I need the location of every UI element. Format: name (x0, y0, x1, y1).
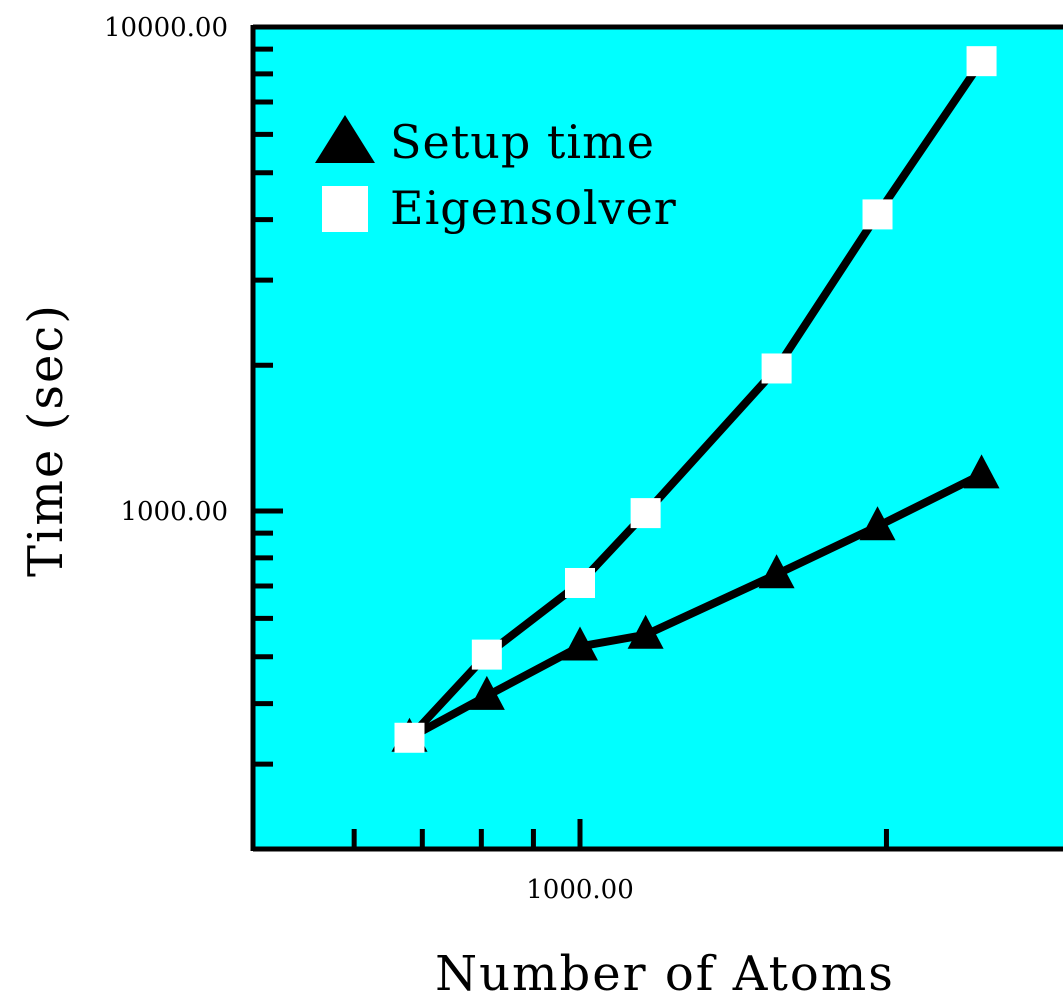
data-point-eigensolver (565, 567, 595, 598)
legend-item-setup-time: Setup time (315, 115, 655, 169)
data-point-setup-time (562, 626, 598, 661)
data-point-setup-time (468, 675, 505, 710)
legend-label: Setup time (390, 115, 655, 169)
data-point-eigensolver (761, 353, 792, 384)
legend: Setup time Eigensolver (315, 115, 677, 235)
legend-marker-triangle (315, 115, 375, 163)
data-point-eigensolver (862, 199, 893, 230)
series-layer (391, 46, 1000, 753)
data-point-eigensolver (394, 722, 425, 753)
data-point-setup-time (627, 614, 664, 649)
legend-item-eigensolver: Eigensolver (322, 181, 677, 235)
data-point-setup-time (758, 554, 795, 589)
legend-label: Eigensolver (390, 181, 677, 235)
plot-background (253, 27, 1063, 849)
axes: 1000.00 10000.00 1000.00 (104, 13, 1063, 905)
y-axis-title: Time (sec) (18, 303, 74, 577)
x-tick-label: 1000.00 (526, 875, 634, 905)
data-point-setup-time (859, 506, 896, 541)
y-tick-label: 1000.00 (120, 497, 228, 527)
y-tick-label: 10000.00 (104, 13, 228, 43)
data-point-eigensolver (966, 46, 997, 77)
plot-area (253, 27, 1063, 849)
data-point-setup-time (963, 454, 1000, 489)
data-point-eigensolver (630, 498, 661, 529)
data-point-eigensolver (471, 639, 502, 670)
legend-marker-square (322, 186, 368, 232)
x-axis-title: Number of Atoms (435, 946, 895, 997)
